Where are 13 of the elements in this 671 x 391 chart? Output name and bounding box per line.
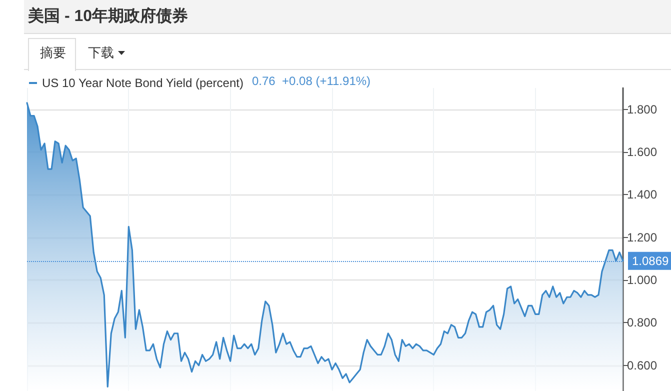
- text: 摘要: [40, 44, 66, 62]
- text: 0.76 +0.08 (+11.91%): [252, 74, 371, 88]
- y-tick-label: 1.600: [627, 145, 658, 160]
- y-tick-label: 1.800: [627, 102, 658, 116]
- y-tick-label: 1.000: [627, 273, 658, 288]
- y-tick-label: 0.800: [627, 316, 658, 330]
- chart-title: 美国 - 10年期政府债券: [28, 6, 188, 27]
- y-tick-label: 1.200: [627, 230, 658, 244]
- y-tick-label: 1.400: [627, 188, 658, 202]
- legend-label: US 10 Year Note Bond Yield (percent): [42, 76, 244, 90]
- text: 下载: [88, 44, 114, 62]
- ref-line-label: 1.0869: [632, 254, 670, 268]
- y-tick-label: 0.600: [627, 358, 658, 372]
